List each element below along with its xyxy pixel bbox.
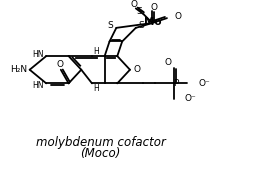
Text: H₂N: H₂N: [10, 65, 28, 74]
Text: O: O: [151, 3, 158, 12]
Text: O: O: [175, 12, 182, 21]
Text: H: H: [93, 47, 99, 56]
Text: HN: HN: [32, 81, 43, 90]
Text: molybdenum cofactor: molybdenum cofactor: [36, 136, 166, 149]
Text: O⁻: O⁻: [185, 94, 196, 103]
Text: O: O: [165, 58, 172, 67]
Text: (Moco): (Moco): [81, 147, 121, 160]
Text: S: S: [139, 21, 144, 30]
Text: S: S: [108, 21, 113, 30]
Text: HN: HN: [32, 50, 43, 59]
Text: Mo: Mo: [144, 17, 161, 27]
Text: O⁻: O⁻: [198, 79, 210, 88]
Text: P: P: [173, 79, 178, 88]
Text: O: O: [134, 65, 141, 74]
Text: O: O: [130, 0, 137, 9]
Text: S: S: [136, 7, 142, 16]
Text: H: H: [93, 84, 99, 93]
Text: O: O: [56, 60, 63, 69]
